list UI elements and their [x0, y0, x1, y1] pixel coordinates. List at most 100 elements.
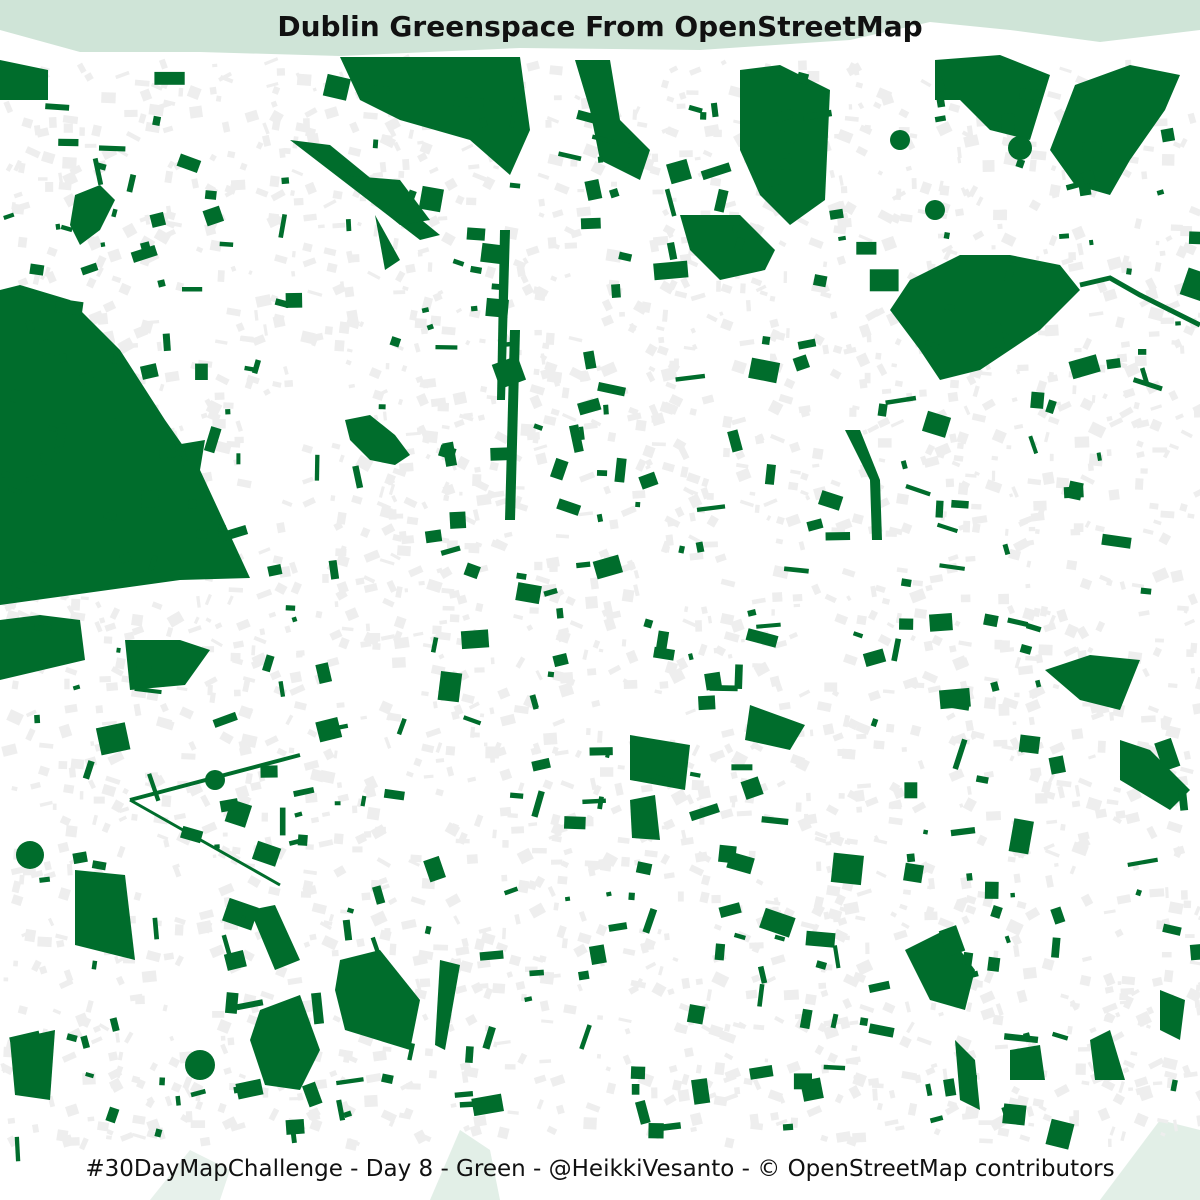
- building: [543, 415, 557, 426]
- building: [329, 629, 343, 641]
- building: [159, 383, 165, 392]
- building: [672, 956, 679, 962]
- greenspace-plot: [1018, 734, 1041, 754]
- building: [1154, 638, 1164, 643]
- building: [421, 690, 429, 697]
- building: [1177, 605, 1189, 612]
- building: [472, 172, 487, 182]
- building: [1122, 1067, 1130, 1074]
- greenspace-plot: [342, 919, 353, 941]
- building: [304, 792, 318, 804]
- building: [935, 121, 953, 137]
- building: [589, 777, 597, 791]
- building: [778, 701, 791, 711]
- building: [679, 253, 692, 263]
- greenspace-plot: [219, 241, 234, 248]
- building: [942, 511, 947, 518]
- building: [1193, 407, 1200, 418]
- building: [250, 660, 260, 670]
- building: [58, 978, 74, 990]
- building: [372, 1050, 387, 1062]
- building: [928, 877, 936, 890]
- building: [268, 1107, 280, 1122]
- greenspace-plot: [471, 1093, 504, 1117]
- building: [1135, 1010, 1153, 1028]
- greenspace-area: [575, 60, 650, 180]
- building: [1122, 389, 1131, 399]
- building: [272, 555, 284, 565]
- greenspace-plot: [797, 338, 817, 350]
- building: [304, 107, 318, 118]
- building: [195, 246, 204, 253]
- building: [1169, 443, 1180, 451]
- building: [21, 117, 34, 129]
- building: [461, 143, 474, 152]
- building: [979, 990, 996, 1004]
- building: [173, 813, 186, 821]
- building: [852, 971, 867, 983]
- building: [753, 661, 770, 677]
- building: [1145, 1024, 1152, 1029]
- greenspace-plot: [802, 109, 833, 121]
- greenspace-plot: [453, 96, 484, 108]
- building: [769, 353, 776, 362]
- building: [950, 249, 958, 256]
- building: [490, 397, 497, 405]
- greenspace-plot: [564, 896, 571, 902]
- building: [983, 771, 994, 779]
- building: [965, 904, 977, 915]
- building: [895, 188, 902, 201]
- building: [825, 841, 832, 846]
- building: [463, 1124, 471, 1132]
- greenspace-area: [630, 735, 690, 790]
- building: [1183, 1071, 1198, 1078]
- building: [1000, 232, 1017, 247]
- building: [1166, 1077, 1173, 1089]
- building: [465, 339, 471, 346]
- building: [1183, 325, 1195, 336]
- building: [517, 782, 525, 792]
- building: [1013, 944, 1020, 958]
- building: [63, 784, 75, 794]
- greenspace-plot: [1178, 789, 1189, 811]
- building: [405, 431, 421, 437]
- greenspace-round: [890, 130, 910, 150]
- building: [499, 768, 513, 782]
- building: [269, 175, 280, 188]
- building: [583, 421, 598, 430]
- building: [169, 221, 183, 228]
- building: [111, 275, 122, 284]
- greenspace-plot: [352, 465, 364, 489]
- building: [958, 524, 966, 531]
- building: [92, 1025, 102, 1033]
- building: [1017, 364, 1029, 372]
- building: [596, 1053, 602, 1059]
- building: [1150, 404, 1163, 411]
- building: [92, 814, 98, 826]
- greenspace-plot: [778, 130, 797, 144]
- building: [658, 965, 664, 976]
- building: [965, 555, 976, 562]
- greenspace-plot: [262, 654, 275, 673]
- building: [384, 928, 391, 935]
- building: [255, 141, 264, 150]
- greenspace-plot: [936, 522, 959, 534]
- building: [983, 970, 995, 984]
- building: [533, 368, 540, 376]
- building: [835, 1131, 852, 1143]
- building: [1043, 248, 1049, 255]
- building: [941, 244, 953, 254]
- building: [1038, 1104, 1047, 1112]
- building: [496, 746, 507, 757]
- greenspace-plot: [597, 381, 626, 397]
- building: [800, 921, 816, 930]
- building: [563, 226, 579, 237]
- building: [842, 714, 851, 728]
- building: [806, 792, 811, 802]
- building: [6, 1135, 18, 1148]
- greenspace-plot: [1082, 141, 1102, 158]
- building: [413, 757, 423, 767]
- building: [323, 247, 337, 257]
- building: [447, 540, 458, 549]
- building: [1030, 767, 1042, 778]
